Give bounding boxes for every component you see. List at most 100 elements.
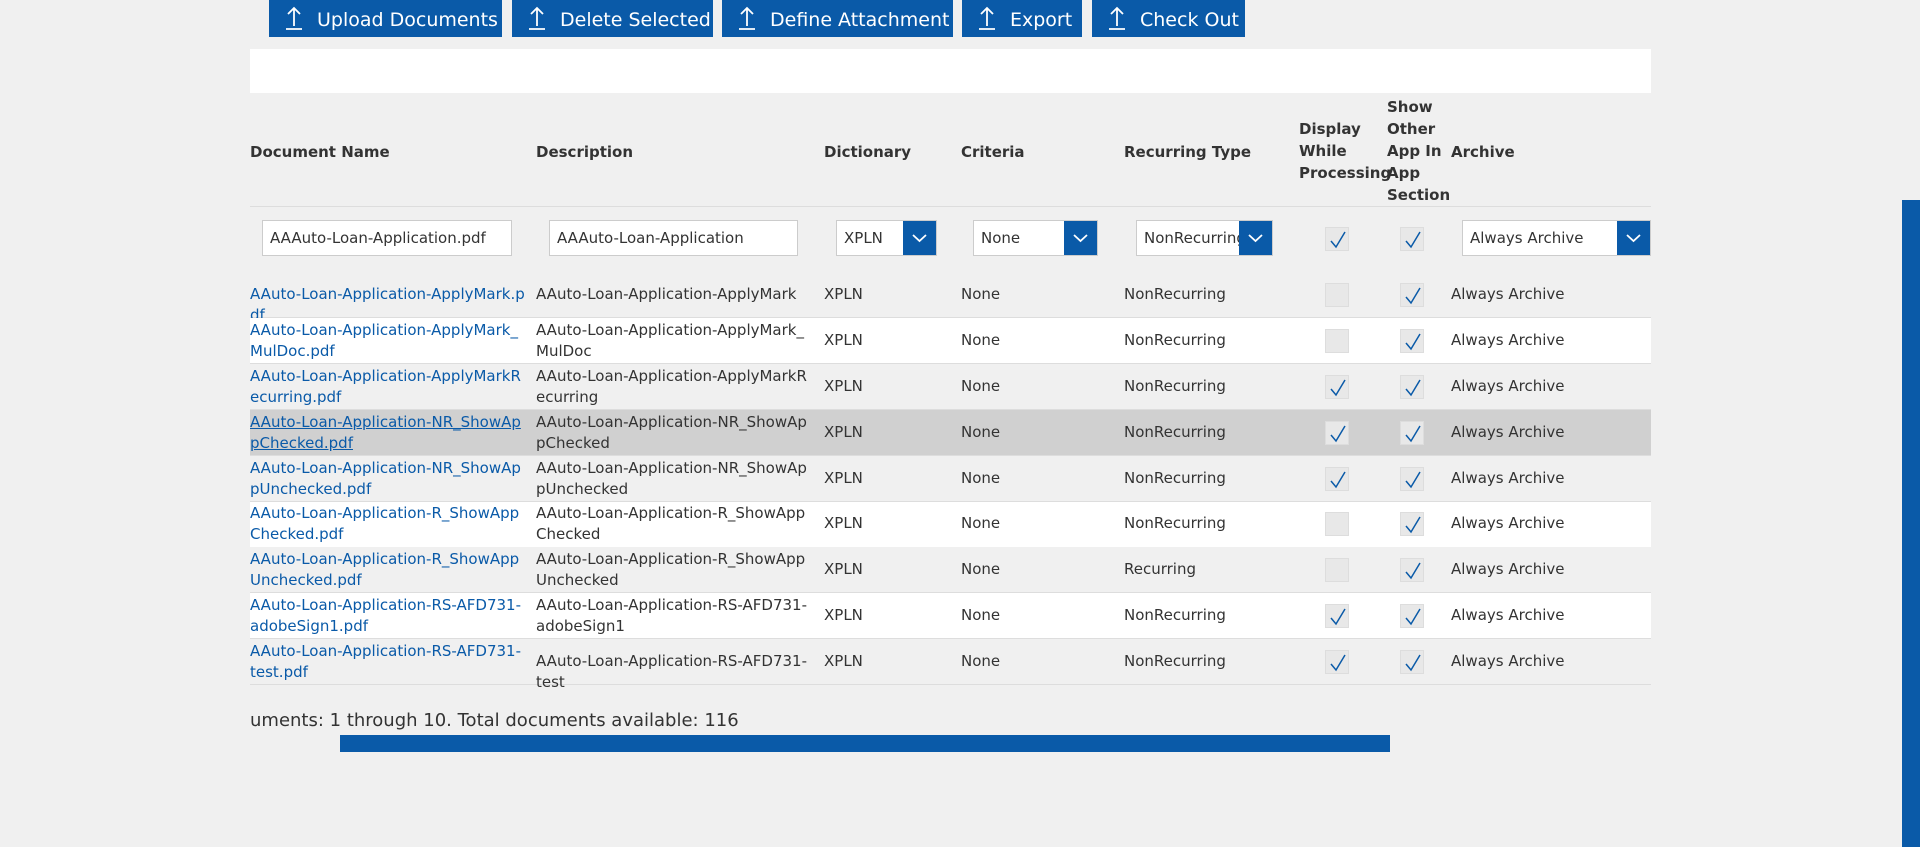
scrollbar[interactable] [1902,200,1920,847]
document-link[interactable]: AAuto-Loan-Application-NR_ShowAppChecked… [250,412,521,452]
archive: Always Archive [1451,468,1565,487]
recurring-type: NonRecurring [1124,422,1226,441]
column-header: Display While Processing [1299,120,1392,182]
dropdown-button[interactable] [903,221,936,255]
dictionary: XPLN [824,468,863,487]
criteria: None [961,652,1001,671]
button-label: Upload Documents [317,9,498,31]
checkbox[interactable] [1400,328,1424,353]
input-value: None [981,229,1021,247]
text-input[interactable]: None [973,220,1098,256]
checkbox[interactable] [1325,512,1349,537]
archive: Always Archive [1451,514,1565,533]
recurring-type: NonRecurring [1124,514,1226,533]
description: AAuto-Loan-Application-R_ShowAppChecked [536,504,806,544]
criteria: None [961,560,1001,579]
description: AAuto-Loan-Application-ApplyMarkRecurrin… [536,366,807,406]
checkbox[interactable] [1325,466,1349,491]
dictionary: XPLN [824,606,863,625]
toolbar-button[interactable]: Define Attachment [722,0,953,37]
criteria: None [961,468,1001,487]
column-header: Criteria [961,143,1025,161]
checkbox[interactable] [1400,420,1424,445]
input-value: NonRecurring [1144,229,1246,247]
description: AAuto-Loan-Application-ApplyMark [536,284,797,303]
button-label: Delete Selected [560,9,711,31]
checkbox[interactable] [1400,227,1424,251]
checkbox[interactable] [1400,558,1424,583]
dictionary: XPLN [824,376,863,395]
archive: Always Archive [1451,652,1565,671]
column-header: Archive [1451,143,1515,161]
checkbox[interactable] [1400,374,1424,399]
dropdown-button[interactable] [1239,221,1272,255]
checkbox[interactable] [1400,604,1424,629]
checkbox[interactable] [1325,328,1349,353]
description: AAuto-Loan-Application-R_ShowAppUnchecke… [536,550,806,590]
recurring-type: Recurring [1124,560,1196,579]
document-link[interactable]: AAuto-Loan-Application-R_ShowAppUnchecke… [250,550,520,590]
archive: Always Archive [1451,560,1565,579]
document-link[interactable]: AAuto-Loan-Application-R_ShowAppChecked.… [250,504,520,544]
checkbox[interactable] [1325,650,1349,675]
document-link[interactable]: AAuto-Loan-Application-RS-AFD731-test.pd… [250,642,521,682]
filter-bar [250,49,1651,93]
criteria: None [961,422,1001,441]
input-value: AAAuto-Loan-Application.pdf [270,229,486,247]
dictionary: XPLN [824,652,863,671]
checkbox[interactable] [1400,512,1424,537]
document-link[interactable]: AAuto-Loan-Application-RS-AFD731-adobeSi… [250,596,521,636]
text-input[interactable]: AAAuto-Loan-Application.pdf [262,220,512,256]
checkbox[interactable] [1325,558,1349,583]
checkbox[interactable] [1325,420,1349,445]
recurring-type: NonRecurring [1124,376,1226,395]
archive: Always Archive [1451,422,1565,441]
document-link[interactable]: AAuto-Loan-Application-NR_ShowAppUncheck… [250,458,521,498]
archive: Always Archive [1451,376,1565,395]
toolbar-button[interactable]: Delete Selected [512,0,713,37]
column-header: Recurring Type [1124,143,1252,161]
dictionary: XPLN [824,422,863,441]
dropdown-button[interactable] [1617,221,1650,255]
recurring-type: NonRecurring [1124,468,1226,487]
dictionary: XPLN [824,284,863,303]
description: AAuto-Loan-Application-RS-AFD731-test [536,652,807,692]
status-text: uments: 1 through 10. Total documents av… [250,710,739,731]
document-link[interactable]: AAuto-Loan-Application-ApplyMark_MulDoc.… [250,320,518,360]
column-header: Show Other App In App Section [1387,98,1451,204]
recurring-type: NonRecurring [1124,284,1226,303]
criteria: None [961,514,1001,533]
column-header: Document Name [250,143,390,161]
checkbox[interactable] [1325,282,1349,307]
checkbox[interactable] [1400,466,1424,491]
dictionary: XPLN [824,514,863,533]
text-input[interactable]: XPLN [836,220,937,256]
column-header: Dictionary [824,143,912,161]
toolbar-button[interactable]: Export [962,0,1082,37]
text-input[interactable]: Always Archive [1462,220,1651,256]
criteria: None [961,330,1001,349]
checkbox[interactable] [1400,282,1424,307]
input-value: AAAuto-Loan-Application [557,229,744,247]
pager-bar[interactable] [340,735,1390,752]
checkbox[interactable] [1325,227,1349,251]
checkbox[interactable] [1325,604,1349,629]
document-link[interactable]: AAuto-Loan-Application-ApplyMarkRecurrin… [250,366,521,406]
description: AAuto-Loan-Application-RS-AFD731-adobeSi… [536,596,807,636]
archive: Always Archive [1451,284,1565,303]
archive: Always Archive [1451,606,1565,625]
text-input[interactable]: AAAuto-Loan-Application [549,220,798,256]
description: AAuto-Loan-Application-ApplyMark_MulDoc [536,320,804,360]
checkbox[interactable] [1325,374,1349,399]
criteria: None [961,606,1001,625]
text-input[interactable]: NonRecurring [1136,220,1273,256]
toolbar-button[interactable]: Check Out [1092,0,1245,37]
dropdown-button[interactable] [1064,221,1097,255]
recurring-type: NonRecurring [1124,330,1226,349]
checkbox[interactable] [1400,650,1424,675]
button-label: Check Out [1140,9,1239,31]
button-label: Define Attachment [770,9,950,31]
toolbar-button[interactable]: Upload Documents [269,0,502,37]
criteria: None [961,284,1001,303]
